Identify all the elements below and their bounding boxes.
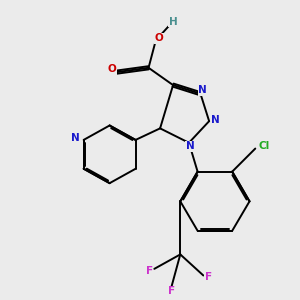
Text: N: N — [71, 133, 80, 142]
Text: Cl: Cl — [259, 141, 270, 151]
Text: F: F — [146, 266, 153, 276]
Text: H: H — [169, 16, 178, 27]
Text: N: N — [198, 85, 207, 95]
Text: F: F — [205, 272, 212, 282]
Text: O: O — [107, 64, 116, 74]
Text: N: N — [186, 141, 195, 151]
Text: F: F — [168, 286, 175, 296]
Text: O: O — [155, 33, 164, 43]
Text: N: N — [211, 115, 220, 125]
